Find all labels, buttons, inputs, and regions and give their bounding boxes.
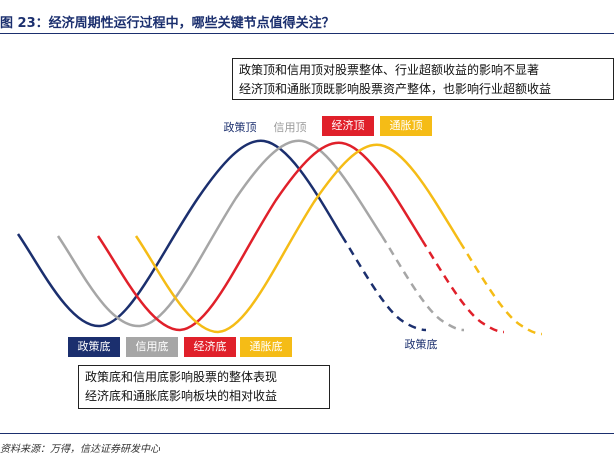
inflation-curve [134,143,462,334]
economy-top-label: 经济顶 [322,116,374,136]
title-divider [0,33,614,34]
policy-curve-projection [340,235,427,332]
policy-top-label: 政策顶 [223,121,257,134]
credit-top-label: 信用顶 [273,121,307,134]
note-top-box: 政策顶和信用顶对股票整体、行业超额收益的影响不显著 经济顶和通胀顶既影响股票资产… [232,58,614,100]
note-bottom-line2: 经济底和通胀底影响板块的相对收益 [85,389,278,403]
policy-bottom-label: 政策底 [68,337,120,357]
credit-curve [56,139,384,328]
inflation-curve-projection [458,241,543,336]
inflation-bottom-label: 通胀底 [240,337,292,357]
inflation-top-label: 通胀顶 [380,116,432,136]
note-top-line2: 经济顶和通胀顶既影响股票资产整体，也影响行业超额收益 [239,82,552,96]
note-top-line1: 政策顶和信用顶对股票整体、行业超额收益的影响不显著 [239,63,540,77]
policy-bottom-right-label: 政策底 [404,338,438,351]
source-divider [0,433,614,434]
credit-bottom-label: 信用底 [126,337,178,357]
economy-curve [96,141,424,332]
source-note: 资料来源：万得，信达证券研发中心 [0,444,160,455]
policy-curve [16,139,344,328]
credit-curve-projection [380,235,465,332]
figure-title: 图 23：经济周期性运行过程中，哪些关键节点值得关注？ [0,16,335,31]
note-bottom-line1: 政策底和信用底影响股票的整体表现 [85,370,278,384]
note-bottom-box: 政策底和信用底影响股票的整体表现 经济底和通胀底影响板块的相对收益 [78,365,330,409]
economy-bottom-label: 经济底 [184,337,236,357]
economy-curve-projection [420,239,505,334]
